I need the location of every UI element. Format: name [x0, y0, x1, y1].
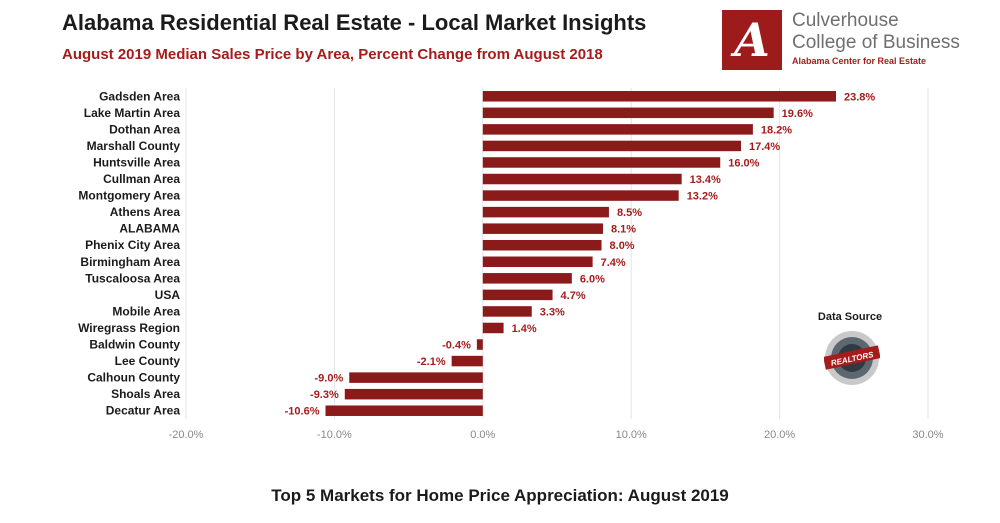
category-label: Lee County — [115, 354, 181, 368]
realtors-seal-icon: REALTORS — [824, 331, 880, 385]
category-label: ALABAMA — [119, 222, 180, 236]
bar — [482, 289, 553, 301]
category-label: Athens Area — [110, 205, 181, 219]
bar — [482, 206, 609, 218]
category-label: Phenix City Area — [85, 238, 180, 252]
logo-name-line1: Culverhouse — [792, 10, 899, 31]
category-label: Wiregrass Region — [78, 321, 180, 335]
value-label: 18.2% — [761, 124, 792, 136]
bar — [482, 190, 679, 201]
value-label: 16.0% — [728, 157, 759, 169]
category-label: Gadsden Area — [99, 89, 180, 103]
category-label: Lake Martin Area — [84, 106, 181, 120]
bar — [451, 355, 483, 367]
x-tick-label: -20.0% — [169, 429, 204, 441]
value-label: 13.4% — [690, 174, 721, 186]
category-label: Mobile Area — [112, 304, 180, 318]
value-label: -0.4% — [442, 340, 471, 352]
category-label: Montgomery Area — [78, 189, 180, 203]
footer-caption: Top 5 Markets for Home Price Appreciatio… — [271, 486, 729, 505]
value-label: 19.6% — [782, 108, 813, 120]
x-tick-label: -10.0% — [317, 429, 352, 441]
bar-chart: -20.0% -10.0% 0.0% 10.0% 20.0% 30.0% Gadsden A… — [78, 88, 944, 441]
category-label: Marshall County — [87, 139, 181, 153]
logo-letter: A — [734, 13, 770, 67]
value-label: 8.0% — [610, 240, 635, 252]
value-label: 1.4% — [512, 323, 537, 335]
labels: -20.0% -10.0% 0.0% 10.0% 20.0% 30.0% Gadsden A… — [78, 89, 944, 441]
culverhouse-logo: A Culverhouse College of Business Alabam… — [722, 10, 982, 74]
x-tick-label: 0.0% — [470, 429, 495, 441]
bar — [482, 173, 682, 185]
category-label: Birmingham Area — [80, 255, 180, 269]
bar — [482, 273, 572, 284]
bar — [482, 223, 604, 234]
bar — [482, 124, 753, 135]
value-label: -9.3% — [310, 389, 339, 401]
bar — [482, 107, 774, 119]
value-label: 8.1% — [611, 224, 636, 236]
bar — [482, 322, 504, 334]
x-tick-label: 20.0% — [764, 429, 795, 441]
script-a-logo-icon: A — [722, 10, 782, 70]
bar — [482, 157, 721, 168]
bars — [325, 91, 836, 416]
category-label: Cullman Area — [103, 172, 180, 186]
value-label: 8.5% — [617, 207, 642, 219]
bar — [482, 256, 593, 268]
category-label: Tuscaloosa Area — [85, 271, 180, 285]
x-tick-label: 30.0% — [912, 429, 943, 441]
bar — [482, 306, 532, 317]
logo-center-name: Alabama Center for Real Estate — [792, 56, 927, 66]
value-label: -9.0% — [314, 373, 343, 385]
chart-subtitle: August 2019 Median Sales Price by Area, … — [62, 46, 603, 63]
bar — [349, 372, 483, 383]
bar — [476, 339, 483, 350]
category-label: Calhoun County — [87, 371, 180, 385]
category-label: Baldwin County — [89, 338, 180, 352]
category-label: Huntsville Area — [93, 155, 180, 169]
grid-lines — [185, 88, 929, 419]
value-label: 7.4% — [601, 257, 626, 269]
category-label: Decatur Area — [106, 404, 181, 418]
bar — [482, 140, 742, 152]
logo-name-line2: College of Business — [792, 32, 960, 53]
bar — [325, 405, 483, 416]
x-tick-label: 10.0% — [616, 429, 647, 441]
bar — [344, 388, 483, 400]
data-source-label: Data Source — [817, 311, 883, 323]
value-label: 13.2% — [687, 191, 718, 203]
value-label: -2.1% — [417, 356, 446, 368]
value-label: -10.6% — [285, 406, 320, 418]
value-label: 17.4% — [749, 141, 780, 153]
value-label: 23.8% — [844, 91, 875, 103]
value-label: 3.3% — [540, 306, 565, 318]
bar — [482, 91, 836, 102]
value-label: 4.7% — [561, 290, 586, 302]
value-label: 6.0% — [580, 273, 605, 285]
category-label: USA — [155, 288, 181, 302]
bar — [482, 239, 602, 251]
chart-title: Alabama Residential Real Estate - Local … — [62, 10, 647, 35]
category-label: Shoals Area — [111, 387, 180, 401]
category-label: Dothan Area — [109, 122, 180, 136]
